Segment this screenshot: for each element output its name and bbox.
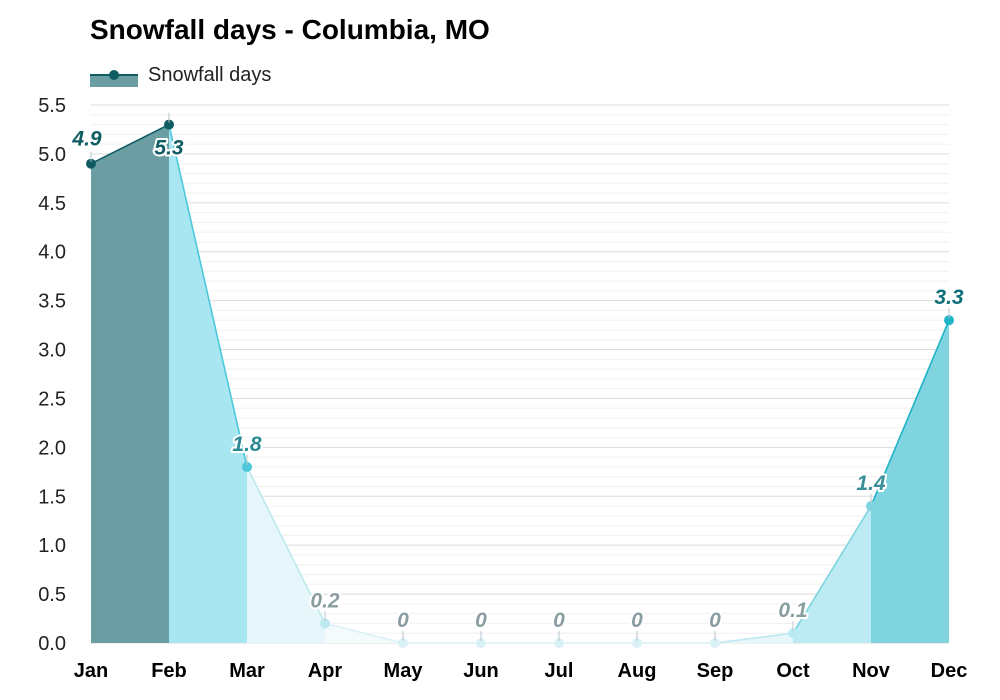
- y-tick-label: 3.0: [38, 340, 66, 362]
- y-tick-label: 3.5: [38, 291, 66, 313]
- data-label-may: 0: [397, 609, 409, 632]
- y-tick-label: 1.5: [38, 486, 66, 508]
- legend-swatch-dot: [109, 70, 119, 80]
- y-tick-label: 4.5: [38, 193, 66, 215]
- data-point-oct: [788, 628, 798, 639]
- data-point-mar: [242, 461, 252, 472]
- x-tick-label-jan: Jan: [74, 660, 108, 682]
- x-tick-label-mar: Mar: [229, 660, 265, 682]
- legend-swatch: [90, 63, 138, 87]
- data-label-jun: 0: [475, 609, 487, 632]
- y-tick-label: 4.0: [38, 242, 66, 264]
- line-segment-nov: [870, 319, 950, 507]
- data-point-aug: [632, 638, 642, 648]
- y-tick-label: 2.5: [38, 388, 66, 410]
- x-tick-label-aug: Aug: [618, 660, 657, 682]
- line-segment-sep: [714, 632, 794, 644]
- data-point-may: [398, 638, 408, 648]
- legend-swatch-icon: [90, 70, 138, 87]
- line-segment-feb: [168, 124, 248, 468]
- line-segments: [90, 123, 950, 644]
- data-point-apr: [320, 618, 330, 629]
- x-tick-label-dec: Dec: [931, 660, 968, 682]
- area-segment-mar: [247, 466, 325, 643]
- data-label-apr: 0.2: [310, 589, 340, 612]
- y-tick-label: 0.0: [38, 633, 66, 655]
- line-segment-mar: [246, 466, 326, 624]
- line-segment-apr: [324, 622, 404, 644]
- x-tick-label-jun: Jun: [463, 660, 499, 682]
- data-label-oct: 0.1: [778, 599, 807, 622]
- data-label-nov: 1.4: [856, 472, 886, 495]
- data-point-sep: [710, 638, 720, 648]
- data-point-dec: [944, 315, 954, 326]
- area-segment-feb: [169, 124, 247, 643]
- x-tick-label-sep: Sep: [697, 660, 734, 682]
- data-label-jan: 4.9: [71, 128, 102, 151]
- x-tick-label-nov: Nov: [852, 660, 891, 682]
- y-tick-label: 1.0: [38, 535, 66, 557]
- area-segment-jan: [91, 124, 169, 643]
- legend-swatch-fill: [90, 75, 138, 87]
- line-segment-oct: [792, 505, 872, 634]
- data-label-dec: 3.3: [934, 286, 964, 309]
- data-label-aug: 0: [631, 609, 643, 632]
- y-tick-label: 5.0: [38, 144, 66, 166]
- line-segment-jan: [90, 123, 170, 165]
- data-point-feb: [164, 119, 174, 130]
- data-label-jul: 0: [553, 609, 565, 632]
- data-point-nov: [866, 501, 876, 512]
- y-tick-label: 2.0: [38, 437, 66, 459]
- data-label-feb: 5.3: [154, 137, 184, 160]
- area-segment-nov: [871, 320, 949, 643]
- x-tick-label-may: May: [384, 660, 424, 682]
- legend[interactable]: Snowfall days: [90, 62, 271, 88]
- x-tick-label-jul: Jul: [545, 660, 574, 682]
- data-labels: 4.9 5.3 1.8 0.2 0 0 0 0 0 0.1 1.4 3.3: [69, 126, 966, 634]
- chart-title: Snowfall days - Columbia, MO: [90, 14, 490, 45]
- y-tick-label: 0.5: [38, 584, 66, 606]
- x-axis-ticks: Jan Feb Mar Apr May Jun Jul Aug Sep Oct Nov Dec: [74, 660, 968, 682]
- data-point-jul: [554, 638, 564, 648]
- data-label-mar: 1.8: [232, 433, 262, 456]
- y-tick-label: 5.5: [38, 95, 66, 117]
- data-label-sep: 0: [709, 609, 721, 632]
- label-leaders: [90, 112, 950, 641]
- area-segment-oct: [793, 506, 871, 643]
- data-point-jan: [86, 158, 96, 169]
- data-points: [86, 119, 954, 648]
- x-tick-label-oct: Oct: [776, 660, 810, 682]
- data-point-jun: [476, 638, 486, 648]
- x-tick-label-feb: Feb: [151, 660, 187, 682]
- y-axis-ticks: 0.0 0.5 1.0 1.5 2.0 2.5 3.0 3.5 4.0 4.5 5.0 5.5: [38, 95, 66, 655]
- legend-label: Snowfall days: [148, 63, 272, 86]
- area-segments: [91, 124, 949, 643]
- x-tick-label-apr: Apr: [308, 660, 343, 682]
